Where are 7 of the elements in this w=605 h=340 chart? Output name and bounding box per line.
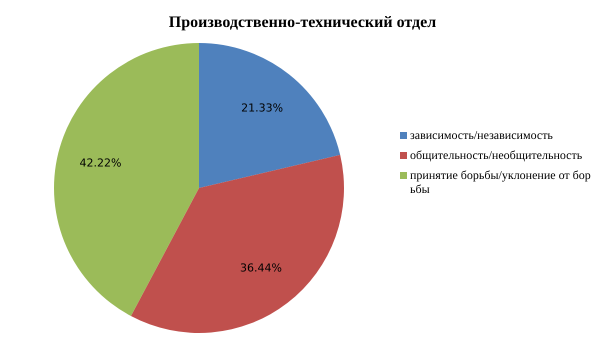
data-label: 42.22% xyxy=(80,156,122,170)
chart-title: Производственно-технический отдел xyxy=(168,14,438,32)
data-label: 36.44% xyxy=(240,261,282,274)
data-label: 21.33% xyxy=(241,101,284,114)
legend-label: зависимость/независимость xyxy=(409,128,554,142)
legend-label: общительность/необщительность xyxy=(409,148,584,162)
legend-label: принятие борьбы/уклонение от борьбы xyxy=(409,168,592,196)
